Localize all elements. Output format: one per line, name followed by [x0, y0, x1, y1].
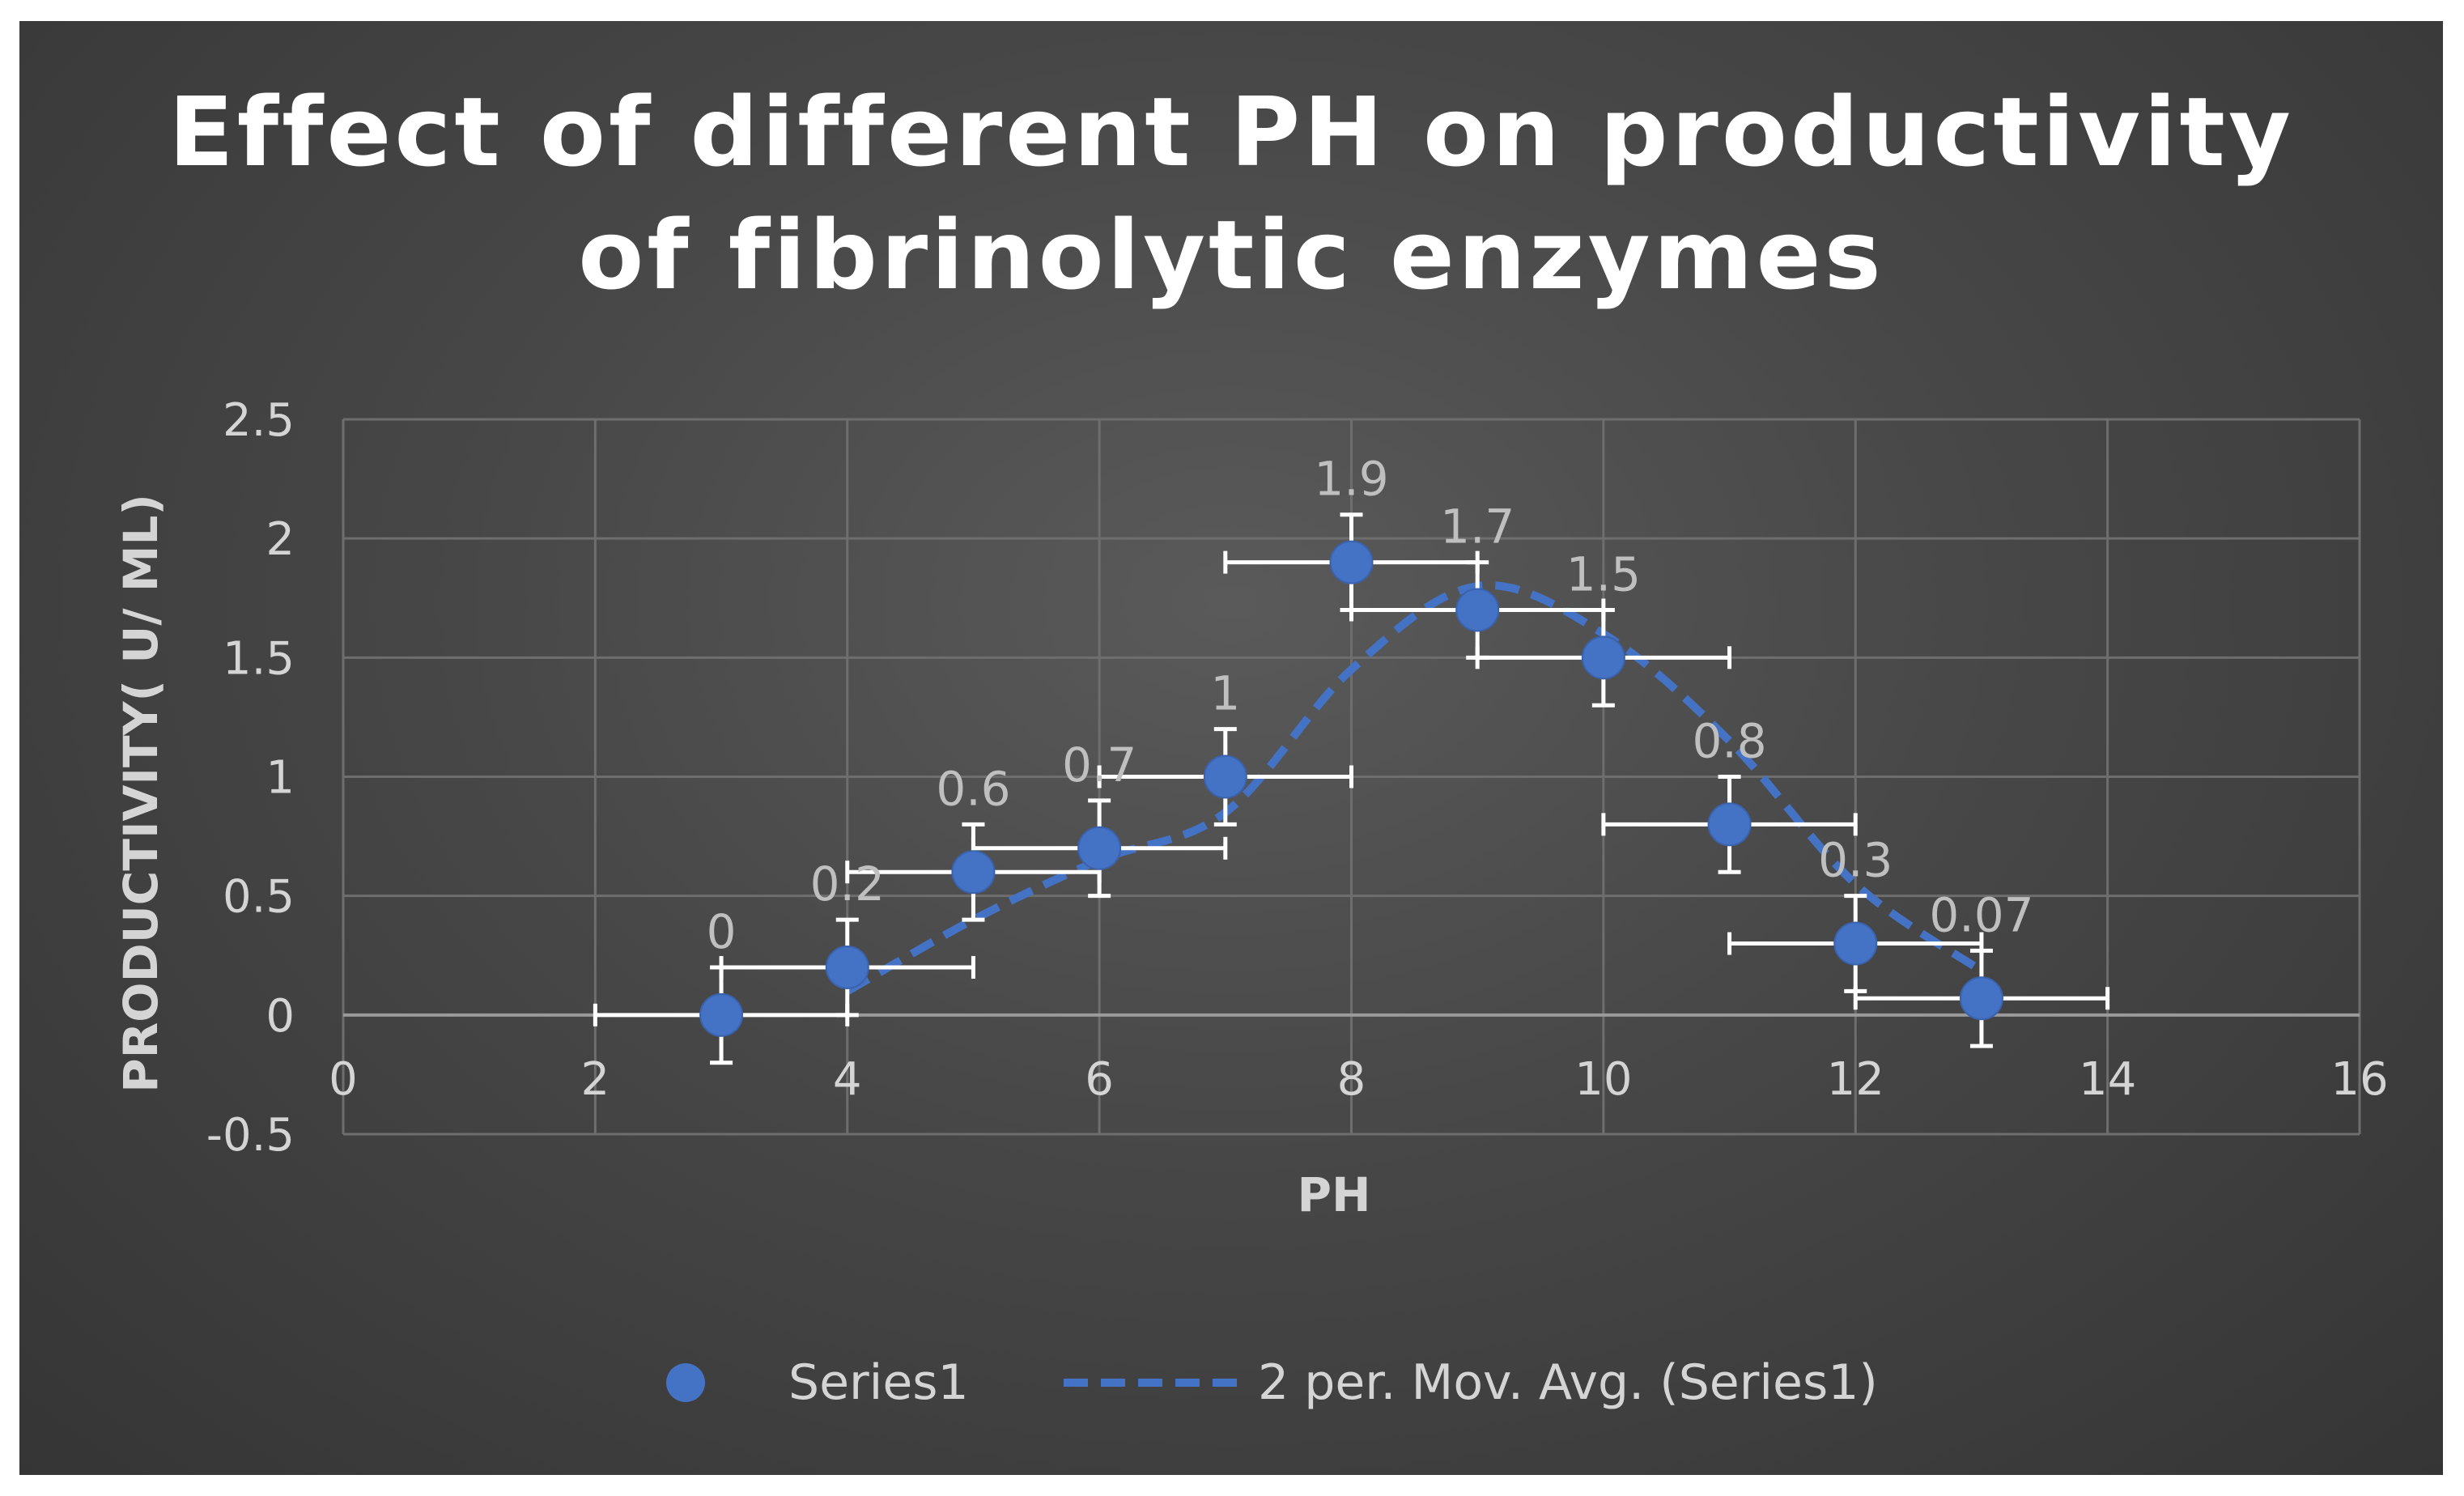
x-tick-label-0: 0: [329, 1053, 358, 1106]
data-label-1: 0.2: [810, 856, 885, 912]
x-tick-label-4: 8: [1337, 1053, 1366, 1106]
legend-marker-series1: [666, 1363, 705, 1402]
data-point-1: [825, 945, 869, 989]
x-tick-label-3: 6: [1085, 1053, 1114, 1106]
data-point-8: [1707, 802, 1752, 847]
x-tick-label-8: 16: [2330, 1053, 2388, 1106]
data-point-3: [1077, 826, 1122, 870]
y-axis-title: PRODUCTIVITY( U/ ML): [113, 494, 168, 1093]
tick-labels: 0 2 4 6 8 10 12 14 16-0.500.511.522.5: [206, 394, 2389, 1162]
data-point-4: [1203, 754, 1247, 799]
data-label-7: 1.5: [1566, 546, 1641, 601]
data-point-10: [1959, 976, 2003, 1021]
data-label-0: 0: [707, 904, 737, 959]
data-label-4: 1: [1210, 666, 1240, 721]
data-point-2: [951, 850, 996, 895]
data-point-6: [1455, 588, 1500, 632]
y-tick-label-6: 2.5: [223, 394, 295, 447]
y-tick-label-0: -0.5: [206, 1109, 295, 1162]
chart-svg: Effect of different PH on productivity o…: [113, 76, 2389, 1411]
x-tick-label-5: 10: [1574, 1053, 1632, 1106]
chart-title-line2: of fibrinolytic enzymes: [578, 199, 1884, 311]
data-label-2: 0.6: [936, 761, 1010, 816]
data-label-9: 0.3: [1818, 833, 1893, 888]
data-label-3: 0.7: [1062, 737, 1136, 793]
chart-title-line1: Effect of different PH on productivity: [168, 76, 2294, 188]
data-point-0: [699, 992, 744, 1037]
y-tick-label-1: 0: [266, 990, 295, 1043]
error-bars: [593, 512, 2110, 1065]
moving-average-trendline: [845, 581, 1984, 995]
y-tick-label-4: 1.5: [223, 632, 295, 685]
y-tick-label-3: 1: [266, 752, 295, 805]
data-label-6: 1.7: [1440, 499, 1515, 555]
legend-label-series1: Series1: [788, 1354, 969, 1411]
legend-label-moving-average: 2 per. Mov. Avg. (Series1): [1258, 1354, 1878, 1411]
data-point-7: [1581, 635, 1625, 680]
data-label-10: 0.07: [1929, 887, 2033, 942]
x-tick-label-6: 12: [1827, 1053, 1884, 1106]
chart-area: Effect of different PH on productivity o…: [19, 21, 2443, 1475]
x-tick-label-1: 2: [581, 1053, 610, 1106]
y-tick-label-5: 2: [266, 513, 295, 566]
data-labels: 0 0.2 0.6 0.7 1 1.9 1.7 1.5 0.8 0.3 0.07: [707, 452, 2034, 959]
y-tick-label-2: 0.5: [223, 871, 295, 924]
legend: Series1 2 per. Mov. Avg. (Series1): [666, 1354, 1878, 1411]
data-point-9: [1833, 921, 1878, 966]
data-label-5: 1.9: [1314, 452, 1388, 507]
data-points: [699, 540, 2003, 1037]
x-tick-label-7: 14: [2079, 1053, 2136, 1106]
x-axis-title: PH: [1297, 1167, 1370, 1222]
data-point-5: [1329, 540, 1374, 584]
x-tick-label-2: 4: [833, 1053, 862, 1106]
moving-average-line: [845, 581, 1984, 995]
data-label-8: 0.8: [1692, 714, 1766, 769]
